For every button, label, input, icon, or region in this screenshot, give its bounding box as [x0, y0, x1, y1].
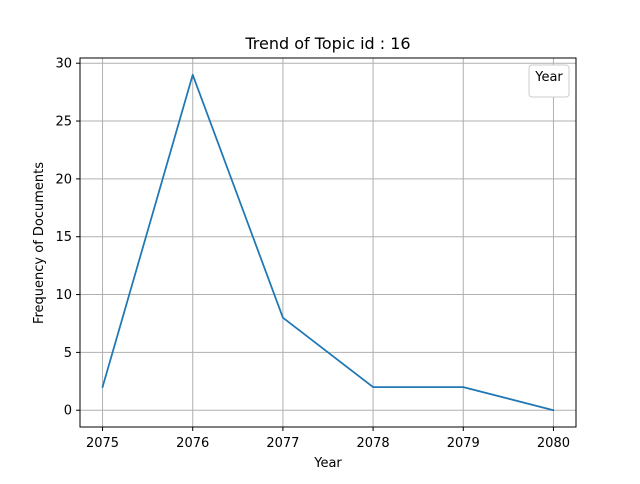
x-axis-ticks: 2075 2076 2077 2078 2079 2080 — [86, 427, 570, 451]
y-tick-label: 10 — [55, 288, 72, 303]
data-point — [102, 387, 103, 388]
plot-frame — [79, 57, 577, 428]
data-point — [282, 317, 283, 318]
y-tick-label: 20 — [55, 172, 72, 187]
chart-title: Trend of Topic id : 16 — [244, 34, 410, 53]
x-tick-label: 2076 — [176, 436, 209, 451]
legend-box — [528, 64, 570, 98]
x-tick-label: 2078 — [357, 436, 390, 451]
x-tick-label: 2075 — [86, 436, 119, 451]
y-tick-label: 25 — [55, 115, 72, 130]
data-point — [373, 387, 374, 388]
grid — [80, 58, 576, 427]
x-axis-label: Year — [313, 456, 342, 471]
series-line — [101, 73, 555, 412]
legend: Year — [528, 64, 570, 98]
data-point — [463, 387, 464, 388]
y-tick-label: 0 — [64, 404, 72, 419]
y-tick-label: 15 — [55, 230, 72, 245]
data-point — [192, 74, 193, 75]
legend-title: Year — [534, 70, 563, 85]
y-axis-label: Frequency of Documents — [32, 162, 47, 324]
series-layer — [101, 73, 555, 412]
x-tick-label: 2079 — [447, 436, 480, 451]
y-tick-label: 30 — [55, 57, 72, 72]
data-point — [553, 410, 554, 411]
y-tick-label: 5 — [64, 346, 72, 361]
y-axis-ticks: 0 5 10 15 20 25 30 — [55, 57, 80, 419]
x-tick-label: 2077 — [266, 436, 299, 451]
x-tick-label: 2080 — [537, 436, 570, 451]
